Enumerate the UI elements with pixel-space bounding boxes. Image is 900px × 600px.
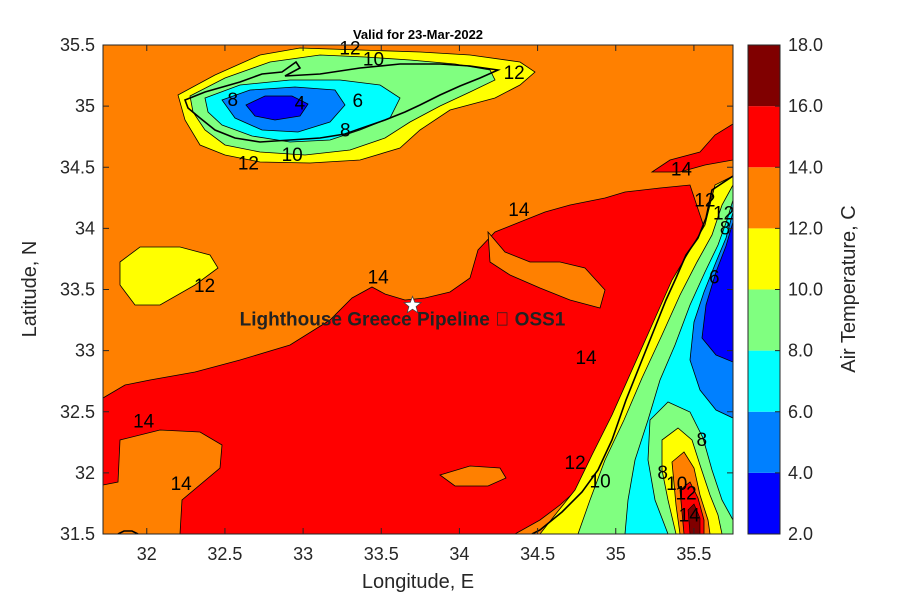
y-tick-label: 33.5 xyxy=(60,280,95,300)
band-2-4-east xyxy=(701,221,733,363)
y-tick-label: 32.5 xyxy=(60,402,95,422)
x-tick-label: 34.5 xyxy=(520,544,555,564)
y-tick-label: 32 xyxy=(75,463,95,483)
y-tick-label: 33 xyxy=(75,341,95,361)
colorbar-band xyxy=(748,350,780,412)
band-12-14-bite xyxy=(487,230,606,309)
contour-label: 8 xyxy=(657,463,668,484)
colorbar-tick-label: 6.0 xyxy=(788,402,813,422)
colorbar-tick-label: 18.0 xyxy=(788,35,823,55)
contour-label: 14 xyxy=(671,160,693,181)
x-tick-label: 34 xyxy=(449,544,469,564)
site-marker: Lighthouse Greece Pipeline   OSS1 xyxy=(240,295,566,330)
contour-label: 8 xyxy=(340,121,351,142)
contour-label: 12 xyxy=(713,204,734,225)
colorbar-tick-label: 2.0 xyxy=(788,524,813,544)
band-12-14-blob-sw xyxy=(439,465,507,487)
band-16-18-se xyxy=(687,503,701,534)
y-tick-label: 35.5 xyxy=(60,35,95,55)
y-tick-label: 35 xyxy=(75,96,95,116)
x-tick-label: 33.5 xyxy=(364,544,399,564)
x-tick-label: 35 xyxy=(606,544,626,564)
colorbar-label: Air Temperature, C xyxy=(838,205,860,372)
colorbar-band xyxy=(748,45,780,107)
contour-label: 12 xyxy=(694,190,715,211)
colorbar-band xyxy=(748,472,780,534)
coastline-levant xyxy=(531,175,733,534)
band-14-16-ne xyxy=(650,123,733,173)
contour-label: 8 xyxy=(720,218,731,239)
x-tick-label: 35.5 xyxy=(676,544,711,564)
colorbar-tick-label: 12.0 xyxy=(788,218,823,238)
contour-label: 10 xyxy=(590,471,611,492)
contour-label: 6 xyxy=(353,91,364,112)
x-tick-label: 32 xyxy=(137,544,157,564)
colorbar-tick-label: 14.0 xyxy=(788,157,823,177)
x-tick-label: 33 xyxy=(293,544,313,564)
chart-title: Valid for 23-Mar-2022 xyxy=(353,27,483,42)
y-tick-label: 31.5 xyxy=(60,524,95,544)
contour-label: 12 xyxy=(676,484,697,505)
contour-label: 10 xyxy=(363,50,384,71)
contour-label: 14 xyxy=(171,474,193,495)
colorbar xyxy=(748,45,780,534)
colorbar-band xyxy=(748,106,780,168)
colorbar-tick-label: 4.0 xyxy=(788,463,813,483)
contour-label: 14 xyxy=(508,200,530,221)
colorbar-ticks: 2.0 4.0 6.0 8.0 10.0 12.0 14.0 16.0 18.0 xyxy=(775,35,823,544)
site-star-icon xyxy=(402,295,423,314)
colorbar-tick-label: 16.0 xyxy=(788,96,823,116)
coastline-egypt xyxy=(117,530,139,534)
contour-label: 8 xyxy=(696,430,707,451)
colorbar-tick-label: 10.0 xyxy=(788,280,823,300)
colorbar-band xyxy=(748,289,780,351)
contour-label: 14 xyxy=(679,506,701,527)
contour-label: 12 xyxy=(504,63,525,84)
contour-label: 6 xyxy=(709,267,720,288)
contour-label: 12 xyxy=(339,39,360,60)
contour-label: 12 xyxy=(238,154,259,175)
coastline-cyprus xyxy=(183,60,501,143)
x-tick-label: 32.5 xyxy=(207,544,242,564)
contour-label: 14 xyxy=(368,267,390,288)
contour-label: 10 xyxy=(666,474,687,495)
contour-label: 14 xyxy=(133,412,155,433)
colorbar-band xyxy=(748,411,780,473)
y-tick-label: 34 xyxy=(75,218,95,238)
x-axis-ticks: 32 32.5 33 33.5 34 34.5 35 35.5 xyxy=(137,45,711,564)
y-tick-label: 34.5 xyxy=(60,157,95,177)
contour-label: 10 xyxy=(282,145,303,166)
site-label: Lighthouse Greece Pipeline   OSS1 xyxy=(240,309,566,330)
band-2-4-cyprus xyxy=(245,95,309,121)
y-axis-label: Latitude, N xyxy=(19,241,41,338)
contour-label: 8 xyxy=(227,90,238,111)
x-axis-label: Longitude, E xyxy=(362,571,474,593)
temperature-field xyxy=(103,45,733,534)
contour-label: 4 xyxy=(295,94,306,115)
colorbar-band xyxy=(748,228,780,290)
contour-label: 12 xyxy=(565,453,586,474)
colorbar-band xyxy=(748,167,780,229)
band-10-12-west xyxy=(119,246,219,306)
y-axis-ticks: 31.5 32 32.5 33 33.5 34 34.5 35 35.5 xyxy=(60,35,733,544)
colorbar-tick-label: 8.0 xyxy=(788,341,813,361)
contour-label: 14 xyxy=(575,348,597,369)
contour-label: 12 xyxy=(194,276,215,297)
